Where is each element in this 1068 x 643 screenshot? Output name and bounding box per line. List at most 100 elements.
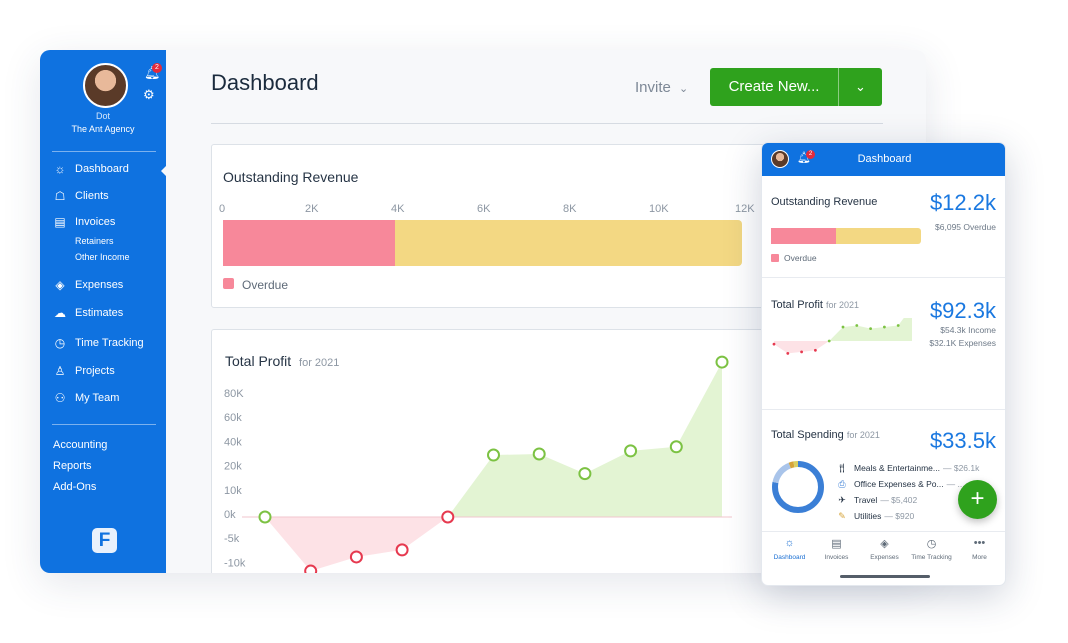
avatar[interactable] bbox=[771, 150, 789, 168]
sidebar-item-label: Estimates bbox=[75, 307, 124, 319]
mobile-outstanding-value: $12.2k bbox=[929, 190, 996, 215]
notification-badge: 2 bbox=[152, 63, 162, 73]
home-indicator bbox=[840, 575, 930, 578]
mobile-spending-value: $33.5k bbox=[929, 428, 996, 453]
bulb-icon: ✎ bbox=[838, 510, 846, 521]
notification-badge: 2 bbox=[806, 150, 815, 159]
outstanding-bar[interactable] bbox=[835, 228, 921, 244]
bell-icon[interactable]: 🔔︎ bbox=[797, 152, 811, 164]
data-point bbox=[786, 352, 790, 355]
create-new-label: Create New... bbox=[710, 68, 839, 106]
data-point[interactable] bbox=[578, 467, 592, 481]
data-point bbox=[883, 325, 886, 329]
chevron-down-icon: ⌄ bbox=[679, 83, 689, 95]
axis-tick: 10K bbox=[649, 203, 669, 215]
spending-amount: — ... bbox=[946, 479, 965, 489]
negative-area bbox=[774, 341, 830, 354]
company-name: The Ant Agency bbox=[71, 124, 135, 134]
divider bbox=[52, 424, 156, 425]
outstanding-bar[interactable] bbox=[395, 220, 742, 266]
spending-item[interactable]: ⎙ Office Expenses & Po... — ... bbox=[834, 477, 965, 491]
axis-tick: 0 bbox=[219, 203, 226, 215]
data-point bbox=[896, 324, 900, 327]
overdue-bar[interactable] bbox=[223, 220, 395, 266]
sidebar-item-add-ons[interactable]: Add-Ons bbox=[53, 481, 97, 493]
gear-icon[interactable]: ⚙︎ bbox=[143, 87, 155, 102]
data-point[interactable] bbox=[669, 440, 683, 454]
spending-item[interactable]: 🍴︎ Meals & Entertainme... — $26.1k bbox=[834, 461, 979, 475]
data-point[interactable] bbox=[349, 550, 363, 564]
data-point[interactable] bbox=[258, 510, 272, 524]
tab-label: Invoices bbox=[824, 554, 849, 561]
sidebar-item-reports[interactable]: Reports bbox=[53, 460, 92, 472]
spending-subtitle: for 2021 bbox=[846, 430, 880, 440]
spending-item[interactable]: ✎ Utilities — $920 bbox=[834, 509, 914, 523]
card-title: Total Profit for 2021 bbox=[225, 353, 339, 369]
sidebar-item-accounting[interactable]: Accounting bbox=[53, 439, 108, 451]
tab-label: Expenses bbox=[870, 554, 899, 561]
axis-tick: 4K bbox=[391, 203, 405, 215]
sidebar-item-projects[interactable]: ♙ Projects bbox=[52, 362, 115, 380]
axis-tick: 6K bbox=[477, 203, 491, 215]
sidebar-item-estimates[interactable]: ☁ Estimates bbox=[52, 304, 123, 322]
chevron-down-icon[interactable]: ⌄ bbox=[855, 79, 866, 94]
sidebar-item-dashboard[interactable]: ☼ Dashboard bbox=[52, 160, 129, 178]
plane-icon: ✈ bbox=[838, 494, 846, 505]
time-tracking-icon: ◷ bbox=[54, 336, 66, 350]
add-button[interactable]: + bbox=[958, 480, 997, 519]
data-point bbox=[772, 342, 776, 346]
sidebar-item-label: Dashboard bbox=[75, 163, 129, 175]
active-indicator bbox=[161, 166, 166, 176]
spending-amount: — $26.1k bbox=[942, 463, 980, 473]
data-point[interactable] bbox=[395, 543, 409, 557]
data-point[interactable] bbox=[487, 448, 500, 462]
data-point bbox=[814, 348, 817, 352]
tab-dashboard[interactable]: ☼ Dashboard bbox=[765, 537, 814, 561]
sidebar-item-expenses[interactable]: ◈ Expenses bbox=[52, 276, 123, 294]
sidebar-item-label: Time Tracking bbox=[75, 337, 144, 349]
profit-title: Total Profit bbox=[771, 299, 823, 311]
data-point[interactable] bbox=[532, 447, 546, 461]
avatar[interactable] bbox=[83, 63, 128, 108]
mobile-outstanding-overdue: $6,095 Overdue bbox=[935, 222, 996, 232]
sidebar-subitem-other-income[interactable]: Other Income bbox=[75, 252, 130, 262]
sidebar-item-label: Invoices bbox=[75, 216, 116, 228]
legend-swatch bbox=[771, 254, 779, 262]
invoices-icon: ▤ bbox=[831, 538, 842, 550]
y-tick-label: -5k bbox=[224, 533, 240, 545]
data-point[interactable] bbox=[624, 444, 638, 458]
tab-invoices[interactable]: ▤ Invoices bbox=[812, 537, 861, 561]
sidebar-item-time-tracking[interactable]: ◷ Time Tracking bbox=[52, 334, 144, 352]
invite-button[interactable]: Invite ⌄ bbox=[635, 79, 688, 96]
spending-label: Office Expenses & Po... bbox=[854, 479, 944, 489]
y-tick-label: 20k bbox=[224, 461, 242, 473]
tab-time-tracking[interactable]: ◷ Time Tracking bbox=[907, 537, 956, 561]
sidebar-item-my-team[interactable]: ⚇ My Team bbox=[52, 389, 120, 407]
sidebar-item-label: Projects bbox=[75, 365, 115, 377]
overdue-bar[interactable] bbox=[771, 228, 836, 244]
data-point[interactable] bbox=[304, 564, 318, 573]
create-new-button[interactable]: Create New... ⌄ bbox=[710, 68, 882, 106]
donut-segment[interactable] bbox=[772, 461, 824, 513]
mobile-profit-income: $54.3k Income bbox=[940, 325, 996, 335]
spending-item[interactable]: ✈ Travel — $5,402 bbox=[834, 493, 917, 507]
mobile-spending-title: Total Spending for 2021 bbox=[771, 429, 880, 441]
y-tick-label: 60k bbox=[224, 412, 242, 424]
sidebar-item-invoices[interactable]: ▤ Invoices bbox=[52, 213, 115, 231]
data-point[interactable] bbox=[715, 355, 729, 369]
sidebar-subitem-retainers[interactable]: Retainers bbox=[75, 236, 114, 246]
data-point[interactable] bbox=[441, 510, 455, 524]
divider bbox=[762, 409, 1005, 410]
data-point bbox=[827, 339, 831, 343]
sidebar-item-clients[interactable]: ☖ Clients bbox=[52, 187, 109, 205]
tab-expenses[interactable]: ◈ Expenses bbox=[860, 537, 909, 561]
tab-more[interactable]: ••• More bbox=[955, 537, 1004, 561]
spending-label: Utilities bbox=[854, 511, 882, 521]
expenses-icon: ◈ bbox=[55, 278, 65, 292]
legend-swatch bbox=[223, 278, 234, 289]
sidebar-item-label: Expenses bbox=[75, 279, 124, 291]
axis-tick: 12K bbox=[735, 203, 755, 215]
mobile-profit-value: $92.3k bbox=[929, 298, 996, 323]
sidebar-item-label: My Team bbox=[75, 392, 120, 404]
spending-amount: — $920 bbox=[884, 511, 915, 521]
